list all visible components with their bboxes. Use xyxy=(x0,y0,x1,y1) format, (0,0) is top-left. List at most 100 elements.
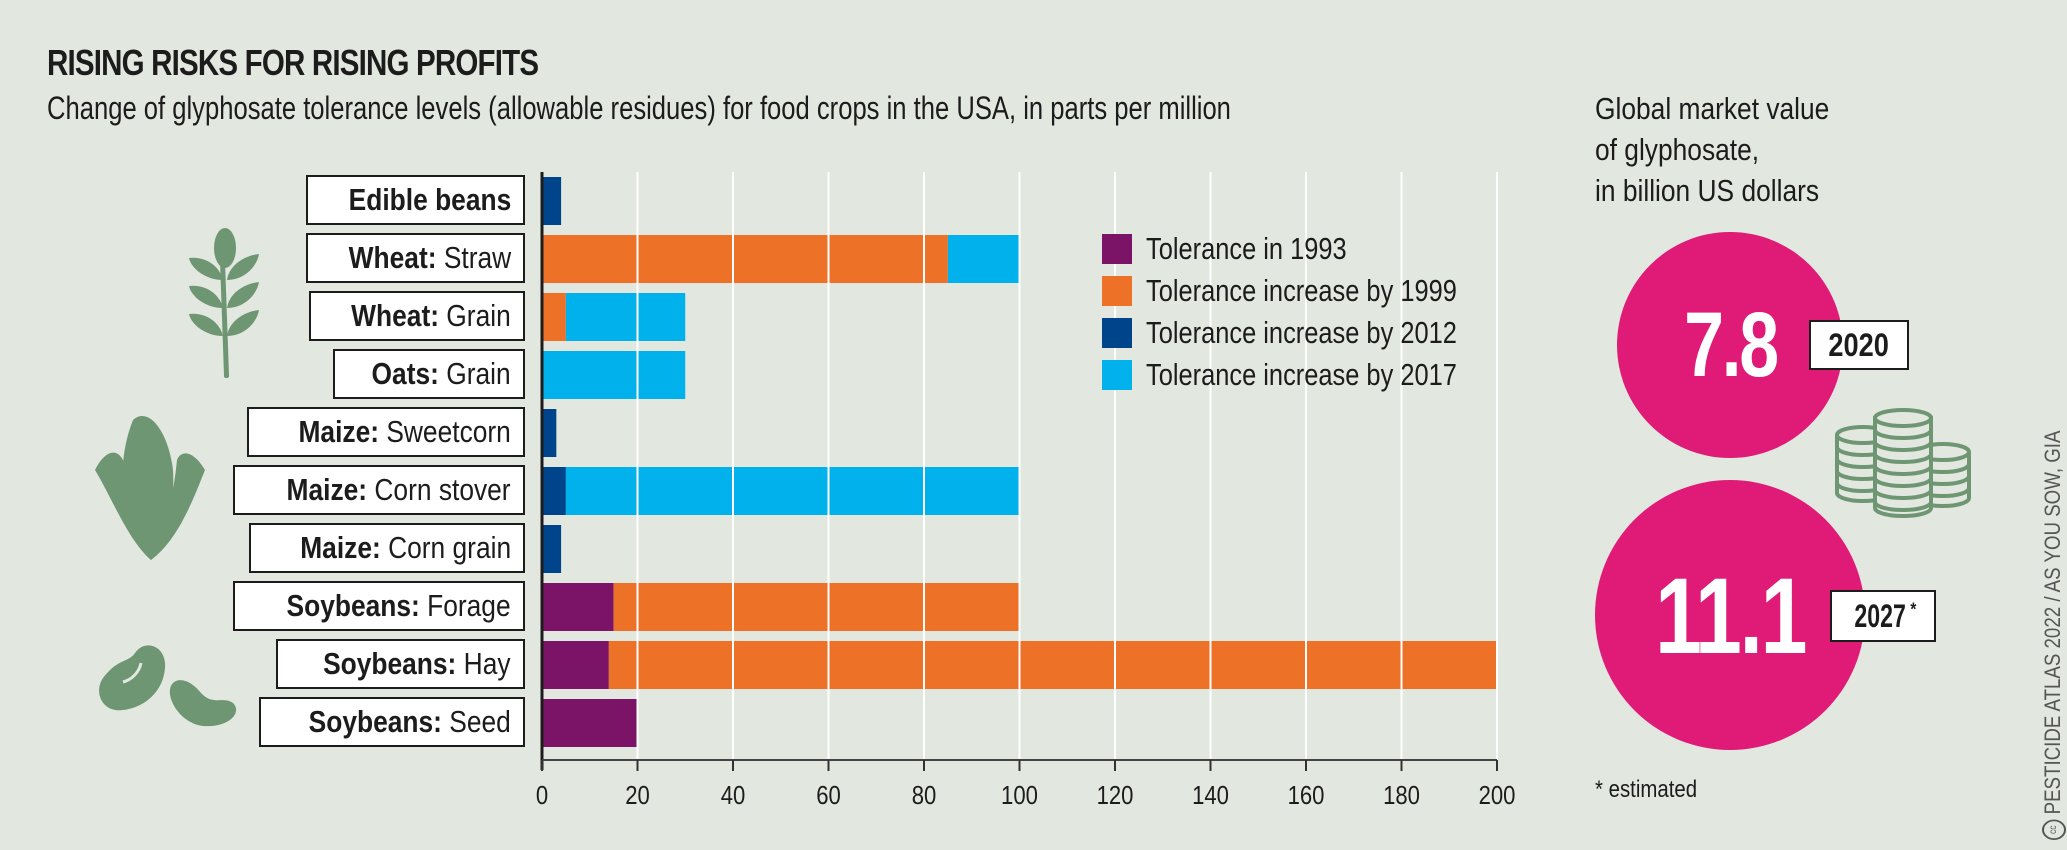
category-label: Wheat: Grain xyxy=(309,291,525,341)
legend-swatch xyxy=(1102,318,1132,348)
estimated-marker: * xyxy=(1910,598,1917,619)
credit-line: cc PESTICIDE ATLAS 2022 / AS YOU SOW, GI… xyxy=(2040,430,2067,840)
x-tick-label: 80 xyxy=(912,781,937,810)
market-title: Global market value of glyphosate, in bi… xyxy=(1595,88,1829,211)
x-tick-label: 100 xyxy=(1001,781,1038,810)
x-tick-label: 180 xyxy=(1383,781,1420,810)
legend-swatch xyxy=(1102,360,1132,390)
cc-license-icon: cc xyxy=(2042,819,2067,840)
category-label: Wheat: Straw xyxy=(305,233,525,283)
bar-segment xyxy=(565,293,686,341)
crop-name: Maize: xyxy=(298,414,380,449)
category-label-text: Soybeans: Forage xyxy=(287,588,511,624)
market-title-line: Global market value xyxy=(1595,91,1830,126)
bar-segment xyxy=(542,235,948,283)
crop-name: Oats: xyxy=(371,356,440,391)
x-tick-label: 140 xyxy=(1192,781,1229,810)
crop-name: Edible beans xyxy=(348,182,511,217)
legend-label: Tolerance increase by 2012 xyxy=(1146,315,1457,350)
market-title-line: in billion US dollars xyxy=(1595,173,1820,208)
bar-segment xyxy=(542,583,614,631)
legend-swatch xyxy=(1102,276,1132,306)
legend-swatch xyxy=(1102,234,1132,264)
bar-segment xyxy=(608,641,1497,689)
market-bubble-2027: 11.1 xyxy=(1595,480,1865,750)
legend-label: Tolerance in 1993 xyxy=(1146,231,1347,266)
bar-segment xyxy=(542,177,562,225)
crop-part: Grain xyxy=(439,298,511,333)
beans-icon xyxy=(99,645,237,727)
legend-item: Tolerance increase by 2017 xyxy=(1102,354,1525,396)
category-label-text: Soybeans: Seed xyxy=(309,704,511,740)
bar-segment xyxy=(542,699,638,747)
crop-part: Corn grain xyxy=(380,530,511,565)
year-text: 2027 * xyxy=(1850,598,1916,635)
crop-part: Straw xyxy=(436,240,511,275)
market-bubble-2020: 7.8 xyxy=(1617,232,1843,458)
crop-name: Wheat: xyxy=(348,240,437,275)
category-label: Soybeans: Seed xyxy=(259,697,525,747)
bar-segment xyxy=(565,467,1020,515)
category-label: Maize: Corn grain xyxy=(248,523,525,573)
legend-item: Tolerance increase by 1999 xyxy=(1102,270,1525,312)
crop-name: Soybeans: xyxy=(286,588,421,623)
legend-item: Tolerance in 1993 xyxy=(1102,228,1525,270)
year-label-2020: 2020 xyxy=(1809,320,1909,370)
category-label: Edible beans xyxy=(305,175,525,225)
crop-name: Wheat: xyxy=(351,298,440,333)
x-tick-label: 0 xyxy=(536,781,548,810)
chart-title: RISING RISKS FOR RISING PROFITS xyxy=(47,42,539,83)
bar-segment xyxy=(542,641,609,689)
category-label-text: Wheat: Grain xyxy=(351,298,511,334)
x-tick-label: 120 xyxy=(1097,781,1134,810)
market-title-line: of glyphosate, xyxy=(1595,132,1760,167)
x-tick-label: 200 xyxy=(1479,781,1516,810)
x-tick-label: 160 xyxy=(1288,781,1325,810)
x-tick-label: 60 xyxy=(816,781,841,810)
legend: Tolerance in 1993 Tolerance increase by … xyxy=(1102,228,1525,396)
coins-icon xyxy=(1835,408,1971,518)
bar-segment xyxy=(542,293,566,341)
category-label: Soybeans: Forage xyxy=(233,581,525,631)
category-label: Soybeans: Hay xyxy=(276,639,525,689)
legend-item: Tolerance increase by 2012 xyxy=(1102,312,1525,354)
legend-label: Tolerance increase by 1999 xyxy=(1146,273,1457,308)
category-label-text: Maize: Sweetcorn xyxy=(299,414,511,450)
crop-name: Soybeans: xyxy=(323,646,457,681)
crop-part: Sweetcorn xyxy=(379,414,511,449)
year-text: 2020 xyxy=(1828,326,1890,363)
crop-part: Hay xyxy=(456,646,511,681)
category-label-text: Maize: Corn stover xyxy=(287,472,511,508)
crop-part: Seed xyxy=(442,704,511,739)
legend-label: Tolerance increase by 2017 xyxy=(1146,357,1457,392)
x-tick-label: 20 xyxy=(625,781,650,810)
year-label-2027: 2027 * xyxy=(1830,590,1936,642)
crop-name: Maize: xyxy=(286,472,368,507)
market-value: 7.8 xyxy=(1683,293,1779,396)
bar-segment xyxy=(947,235,1020,283)
bar-segment xyxy=(613,583,1020,631)
bar-segment xyxy=(542,525,562,573)
coin-stack-middle xyxy=(1873,408,1933,518)
category-label-text: Soybeans: Hay xyxy=(324,646,511,682)
category-label-text: Oats: Grain xyxy=(372,356,511,392)
crop-name: Maize: xyxy=(300,530,381,565)
wheat-icon xyxy=(189,228,259,378)
crop-part: Grain xyxy=(439,356,511,391)
bar-segment xyxy=(542,409,557,457)
category-label-text: Maize: Corn grain xyxy=(300,530,511,566)
crop-part: Forage xyxy=(420,588,511,623)
estimated-note: * estimated xyxy=(1595,776,1698,803)
category-label: Oats: Grain xyxy=(333,349,525,399)
crop-name: Soybeans: xyxy=(308,704,443,739)
x-tick-label: 40 xyxy=(721,781,746,810)
category-label-text: Edible beans xyxy=(348,182,511,218)
corn-icon xyxy=(95,415,205,560)
bar-segment xyxy=(542,467,566,515)
credit-text: PESTICIDE ATLAS 2022 / AS YOU SOW, GIA xyxy=(2040,430,2065,815)
bar-segment xyxy=(542,351,686,399)
chart-subtitle: Change of glyphosate tolerance levels (a… xyxy=(47,90,1231,126)
category-label-text: Wheat: Straw xyxy=(348,240,511,276)
category-label: Maize: Corn stover xyxy=(233,465,525,515)
